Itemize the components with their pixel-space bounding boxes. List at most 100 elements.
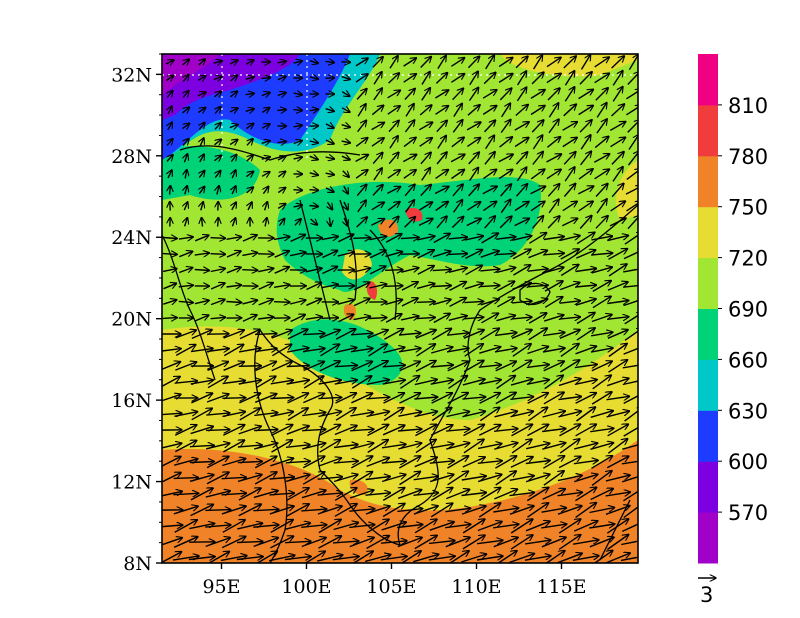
wind-vector: [578, 169, 593, 180]
wind-vector: [382, 425, 405, 436]
wind-vector: [366, 458, 390, 468]
wind-vector: [398, 333, 421, 335]
wind-vector: [527, 393, 549, 404]
wind-vector: [546, 137, 560, 148]
wind-vector: [435, 202, 449, 212]
wind-vector: [223, 344, 243, 357]
wind-vector: [575, 299, 596, 306]
wind-vector: [430, 365, 454, 367]
wind-vector: [210, 317, 226, 318]
wind-vector: [174, 520, 198, 533]
wind-vector: [413, 506, 438, 515]
wind-vector: [572, 556, 599, 561]
wind-vector: [527, 347, 548, 355]
wind-vector: [561, 218, 577, 227]
wind-vector: [356, 89, 367, 100]
wind-vector: [415, 424, 436, 437]
wind-vector: [206, 430, 230, 431]
wind-vector: [334, 488, 357, 501]
wind-vector: [265, 202, 268, 211]
wind-vector: [353, 316, 371, 319]
wind-vector: [178, 301, 193, 302]
wind-vector: [533, 55, 543, 70]
wind-vector: [542, 489, 566, 500]
wind-vector: [174, 425, 197, 436]
wind-vector: [493, 524, 519, 528]
wind-vector: [162, 362, 181, 371]
wind-vector: [531, 216, 544, 229]
wind-vector: [606, 456, 629, 469]
wind-vector: [372, 152, 383, 165]
wind-vector: [341, 92, 350, 97]
wind-vector: [185, 170, 187, 179]
wind-vector: [525, 521, 550, 532]
wind-vector: [495, 456, 516, 469]
wind-vector: [431, 393, 453, 404]
wind-vector: [333, 461, 358, 463]
wind-vector: [559, 236, 580, 242]
wind-vector: [575, 269, 597, 272]
wind-vector: [416, 344, 436, 357]
wind-vector: [309, 61, 319, 64]
wind-vector: [183, 74, 188, 83]
wind-vector: [531, 72, 544, 85]
wind-vector: [337, 234, 353, 243]
wind-vector: [325, 109, 335, 112]
wind-vector: [496, 253, 516, 254]
coastline-malay: [254, 329, 288, 563]
wind-vector: [222, 381, 246, 384]
wind-vector: [448, 268, 467, 273]
wind-vector: [611, 104, 625, 117]
wind-vector: [592, 375, 612, 390]
wind-vector: [548, 103, 558, 118]
colorbar-swatch: [698, 206, 718, 259]
wind-vector: [369, 318, 387, 319]
wind-vector: [205, 510, 230, 511]
wind-vector: [544, 375, 564, 390]
wind-vector: [184, 202, 187, 211]
wind-vector: [596, 103, 607, 118]
wind-vector: [596, 199, 607, 214]
wind-vector: [174, 440, 196, 453]
wind-vector: [416, 302, 435, 303]
wind-vector: [468, 184, 480, 197]
wind-vector: [372, 185, 383, 196]
wind-vector: [343, 171, 349, 177]
wind-vector: [480, 285, 499, 286]
wind-vector: [607, 424, 629, 437]
wind-vector: [306, 283, 322, 291]
wind-vector: [273, 302, 290, 303]
wind-vector: [369, 266, 386, 275]
wind-vector: [245, 60, 254, 64]
wind-vector: [446, 443, 469, 450]
map-axes: 32N 28N 24N 20N 16N 12N 8N 95E 100E 105E 110E 115E: [111, 53, 587, 598]
wind-vector: [271, 330, 292, 339]
wind-vector: [563, 184, 575, 197]
wind-vector: [334, 426, 357, 436]
wind-vector: [541, 508, 567, 513]
wind-vector: [469, 167, 479, 181]
lat-tick-label: 20N: [111, 309, 152, 331]
wind-vector: [608, 360, 628, 373]
wind-vector: [542, 443, 565, 450]
wind-vector: [542, 429, 566, 432]
wind-vector: [402, 154, 416, 163]
wind-vector: [200, 138, 204, 147]
wind-vector: [405, 200, 415, 213]
wind-vector: [245, 109, 255, 112]
wind-vector: [485, 135, 495, 150]
wind-vector: [167, 155, 173, 162]
wind-vector: [226, 267, 241, 274]
wind-vector: [479, 407, 499, 422]
wind-vector: [287, 393, 309, 404]
wind-vector: [417, 250, 435, 259]
wind-vector: [246, 187, 254, 193]
wind-vector: [238, 380, 262, 384]
wind-vector: [544, 281, 563, 292]
wind-vector: [270, 536, 293, 549]
wind-vector: [366, 412, 390, 418]
wind-vector: [191, 408, 213, 421]
wind-vector: [575, 424, 597, 437]
wind-vector: [612, 87, 623, 102]
wind-vector: [484, 152, 495, 165]
